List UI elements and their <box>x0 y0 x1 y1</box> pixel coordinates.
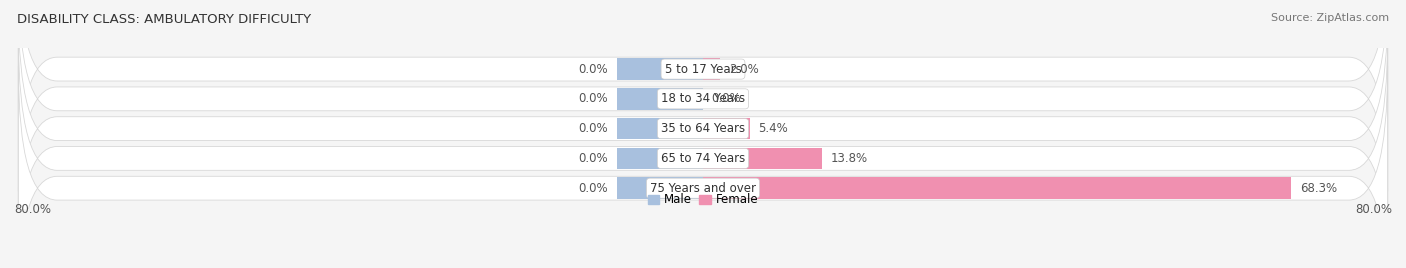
Text: 35 to 64 Years: 35 to 64 Years <box>661 122 745 135</box>
Text: 0.0%: 0.0% <box>711 92 741 105</box>
Text: 80.0%: 80.0% <box>14 203 51 215</box>
Text: 2.0%: 2.0% <box>728 63 759 76</box>
FancyBboxPatch shape <box>18 0 1388 221</box>
Text: 75 Years and over: 75 Years and over <box>650 182 756 195</box>
Text: 18 to 34 Years: 18 to 34 Years <box>661 92 745 105</box>
Text: 65 to 74 Years: 65 to 74 Years <box>661 152 745 165</box>
Legend: Male, Female: Male, Female <box>643 189 763 211</box>
Text: 5.4%: 5.4% <box>758 122 787 135</box>
FancyBboxPatch shape <box>18 0 1388 191</box>
Text: 0.0%: 0.0% <box>579 63 609 76</box>
Text: 0.0%: 0.0% <box>579 92 609 105</box>
Text: 5 to 17 Years: 5 to 17 Years <box>665 63 741 76</box>
Text: 68.3%: 68.3% <box>1299 182 1337 195</box>
Bar <box>703 177 1291 199</box>
FancyBboxPatch shape <box>18 36 1388 268</box>
Bar <box>703 148 823 169</box>
Text: 13.8%: 13.8% <box>831 152 868 165</box>
Bar <box>703 58 720 80</box>
Bar <box>703 118 749 139</box>
Text: 80.0%: 80.0% <box>1355 203 1392 215</box>
Bar <box>617 118 703 139</box>
FancyBboxPatch shape <box>18 66 1388 268</box>
Text: 0.0%: 0.0% <box>579 182 609 195</box>
Bar <box>617 177 703 199</box>
Bar <box>617 148 703 169</box>
Text: 0.0%: 0.0% <box>579 122 609 135</box>
Bar <box>617 58 703 80</box>
Text: DISABILITY CLASS: AMBULATORY DIFFICULTY: DISABILITY CLASS: AMBULATORY DIFFICULTY <box>17 13 311 27</box>
Text: 0.0%: 0.0% <box>579 152 609 165</box>
Bar <box>617 88 703 110</box>
FancyBboxPatch shape <box>18 6 1388 251</box>
Text: Source: ZipAtlas.com: Source: ZipAtlas.com <box>1271 13 1389 23</box>
